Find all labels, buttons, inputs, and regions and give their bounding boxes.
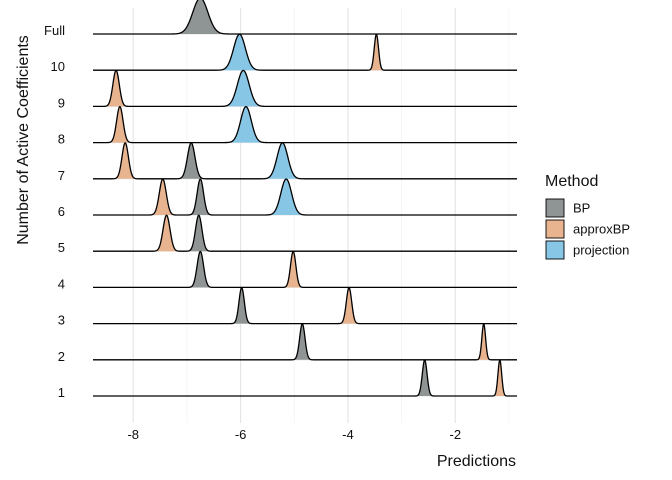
density-approxbp-5 [151, 215, 182, 252]
y-tick-labels: 1 2 3 4 5 6 7 8 9 10 Full [44, 23, 65, 400]
ridge-10 [92, 33, 518, 71]
density-projection-7 [259, 142, 305, 179]
ridge-outline-4 [92, 250, 518, 289]
legend-swatch-projection [545, 240, 565, 260]
y-tick-label-2: 2 [58, 349, 65, 364]
density-bp-2 [291, 323, 314, 360]
ridge-outline-2 [92, 323, 518, 361]
density-approxbp-7 [111, 142, 139, 179]
ridge-1 [92, 359, 518, 397]
density-bp-full [168, 0, 232, 34]
density-bp-4 [186, 251, 214, 288]
ridge-5 [92, 214, 518, 252]
density-approxbp-2 [475, 323, 492, 360]
density-approxbp-10 [367, 34, 386, 71]
y-tick-label-1: 1 [58, 385, 65, 400]
x-tick-label: -2 [449, 427, 461, 442]
ridge-outline-9 [92, 69, 518, 108]
density-approxbp-3 [337, 287, 361, 324]
x-axis-title: Predictions [437, 453, 516, 470]
density-approxbp-8 [106, 106, 134, 143]
ridge-outline-3 [92, 287, 518, 325]
y-tick-label-8: 8 [58, 132, 65, 147]
ridge-outline-5 [92, 214, 518, 252]
density-projection-8 [223, 106, 269, 143]
density-approxbp-6 [148, 179, 178, 215]
x-tick-label: -8 [127, 427, 139, 442]
density-projection-9 [218, 70, 269, 107]
ridges-layer [92, 0, 518, 397]
density-bp-7 [175, 142, 207, 179]
y-tick-label-6: 6 [58, 204, 65, 219]
ridge-outline-1 [92, 359, 518, 397]
y-tick-label-3: 3 [58, 313, 65, 328]
density-bp-5 [185, 215, 213, 252]
x-tick-label: -4 [342, 427, 354, 442]
ridge-outline-8 [92, 105, 518, 144]
y-tick-label-5: 5 [58, 240, 65, 255]
ridge-outline-7 [92, 142, 518, 180]
ridge-9 [92, 69, 518, 108]
density-projection-6 [263, 179, 309, 215]
ridge-8 [92, 105, 518, 144]
ridge-3 [92, 287, 518, 325]
y-tick-label-10: 10 [51, 59, 65, 74]
y-tick-label-9: 9 [58, 95, 65, 110]
ridge-4 [92, 250, 518, 289]
density-approxbp-9 [102, 70, 130, 107]
legend: Method BP approxBP projection [545, 173, 630, 260]
legend-label-approxbp: approxBP [573, 222, 630, 237]
ridge-full [92, 0, 518, 35]
ridge-outline-10 [92, 33, 518, 71]
legend-label-projection: projection [573, 243, 629, 258]
legend-label-bp: BP [573, 201, 590, 216]
x-tick-label: -6 [235, 427, 247, 442]
ridge-outline-full [92, 0, 518, 35]
legend-swatch-approxbp [545, 219, 565, 239]
legend-swatch-bp [545, 198, 565, 218]
density-bp-6 [186, 179, 214, 215]
y-tick-label-7: 7 [58, 168, 65, 183]
x-tick-labels: -8 -6 -4 -2 [127, 427, 461, 442]
density-approxbp-1 [491, 360, 508, 396]
ridge-6 [92, 178, 518, 216]
y-tick-label-4: 4 [58, 276, 65, 291]
density-bp-1 [414, 360, 435, 396]
y-tick-label-full: Full [44, 23, 65, 38]
y-axis-title: Number of Active Coefficients [15, 35, 32, 245]
density-bp-3 [230, 287, 253, 324]
ridge-7 [92, 142, 518, 180]
legend-title: Method [545, 173, 598, 190]
density-approxbp-4 [281, 251, 305, 288]
ridge-outline-6 [92, 178, 518, 216]
ridge-2 [92, 323, 518, 361]
density-projection-10 [214, 34, 265, 71]
